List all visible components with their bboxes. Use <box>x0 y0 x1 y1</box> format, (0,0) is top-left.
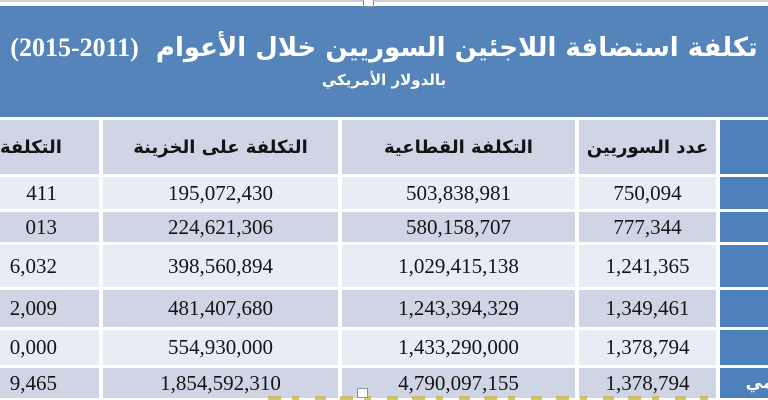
cell-sectoral[interactable]: 1,243,394,329 <box>342 290 575 327</box>
header-total-cost-clipped[interactable]: التكلفة <box>0 120 99 174</box>
cell-treasury[interactable]: 224,621,306 <box>103 212 338 242</box>
cell-year-clipped[interactable] <box>720 177 768 209</box>
cell-total-clipped[interactable]: 9,465 <box>0 368 99 398</box>
cell-total-clipped[interactable]: 2,009 <box>0 290 99 327</box>
header-syrians-count[interactable]: عدد السوريين <box>579 120 716 174</box>
page-subtitle: بالدولار الأمريكي <box>321 71 447 90</box>
cell-year-clipped[interactable] <box>720 290 768 327</box>
clipped-footnote-text <box>268 396 708 400</box>
selection-handle-top[interactable] <box>363 0 374 7</box>
cell-sectoral[interactable]: 580,158,707 <box>342 212 575 242</box>
slide-top-margin <box>0 2 768 6</box>
cell-sectoral[interactable]: 1,433,290,000 <box>342 330 575 365</box>
cell-count[interactable]: 750,094 <box>579 177 716 209</box>
header-sectoral-cost[interactable]: التكلفة القطاعية <box>342 120 575 174</box>
cell-treasury[interactable]: 398,560,894 <box>103 245 338 287</box>
cell-year-total-clipped[interactable]: ـمي <box>720 368 768 398</box>
cell-treasury-total[interactable]: 1,854,592,310 <box>103 368 338 398</box>
cell-year-clipped[interactable] <box>720 245 768 287</box>
cell-count[interactable]: 777,344 <box>579 212 716 242</box>
cell-count-total[interactable]: 1,378,794 <box>579 368 716 398</box>
cell-treasury[interactable]: 195,072,430 <box>103 177 338 209</box>
page-title: تكلفة استضافة اللاجئين السوريين خلال الأ… <box>10 32 758 63</box>
slide-top-edge <box>0 0 768 2</box>
header-year-clipped[interactable] <box>720 120 768 174</box>
refugee-cost-table: التكلفة التكلفة على الخزينة التكلفة القط… <box>0 120 768 398</box>
cell-year-clipped[interactable] <box>720 330 768 365</box>
cell-sectoral[interactable]: 1,029,415,138 <box>342 245 575 287</box>
cell-total-clipped[interactable]: 6,032 <box>0 245 99 287</box>
title-banner[interactable]: تكلفة استضافة اللاجئين السوريين خلال الأ… <box>0 6 768 117</box>
cell-total-clipped[interactable]: 013 <box>0 212 99 242</box>
cell-sectoral[interactable]: 503,838,981 <box>342 177 575 209</box>
cell-year-clipped[interactable] <box>720 212 768 242</box>
cell-total-clipped[interactable]: 411 <box>0 177 99 209</box>
selection-handle-bottom[interactable] <box>357 388 368 398</box>
cell-count[interactable]: 1,378,794 <box>579 330 716 365</box>
page-title-years: (2015-2011) <box>10 32 139 62</box>
cell-treasury[interactable]: 554,930,000 <box>103 330 338 365</box>
cell-treasury[interactable]: 481,407,680 <box>103 290 338 327</box>
cell-total-clipped[interactable]: 0,000 <box>0 330 99 365</box>
cell-count[interactable]: 1,349,461 <box>579 290 716 327</box>
page-title-text: تكلفة استضافة اللاجئين السوريين خلال الأ… <box>155 32 758 63</box>
header-treasury-cost[interactable]: التكلفة على الخزينة <box>103 120 338 174</box>
cell-count[interactable]: 1,241,365 <box>579 245 716 287</box>
cell-sectoral-total[interactable]: 4,790,097,155 <box>342 368 575 398</box>
